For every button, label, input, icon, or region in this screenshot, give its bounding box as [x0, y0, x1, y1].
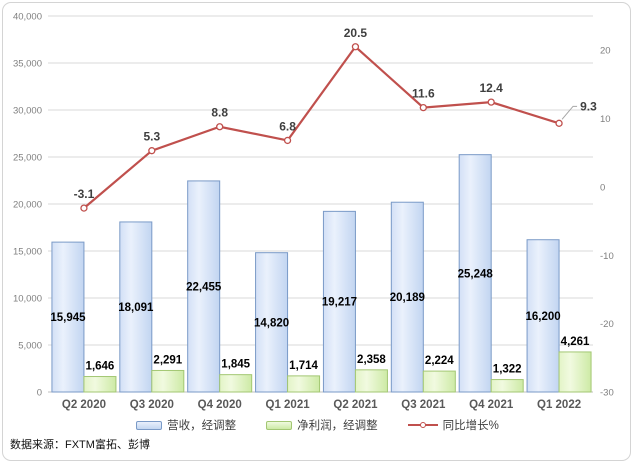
bar-profit[interactable]: [83, 376, 117, 393]
bar-profit[interactable]: [219, 374, 253, 393]
category-label: Q1 2021: [266, 399, 311, 411]
left-axis-tick-label: 5,000: [18, 341, 42, 352]
legend-item-profit[interactable]: 净利润，经调整: [266, 417, 378, 433]
legend-item-growth[interactable]: 同比增长%: [407, 417, 499, 433]
left-axis-tick-label: 35,000: [13, 59, 42, 70]
growth-point-marker[interactable]: [283, 136, 292, 145]
category-label: Q4 2020: [198, 399, 242, 411]
line-value-label: 8.8: [211, 106, 228, 120]
revenue-swatch-icon: [136, 420, 163, 430]
bar-value-label: 22,455: [186, 281, 222, 293]
bar-value-label: 2,358: [357, 354, 386, 366]
label-leader-line: [561, 105, 578, 120]
legend-label-revenue: 营收，经调整: [167, 420, 237, 432]
bar-value-label: 2,291: [153, 354, 182, 366]
bar-profit[interactable]: [354, 369, 388, 393]
bar-value-label: 18,091: [118, 302, 154, 314]
bar-profit[interactable]: [490, 379, 524, 393]
bar-revenue[interactable]: [390, 201, 424, 393]
line-value-label: 9.3: [580, 99, 597, 113]
line-value-label: -3.1: [74, 187, 95, 201]
line-value-label: 12.4: [480, 81, 504, 95]
line-value-label: 6.8: [279, 119, 296, 133]
growth-point-marker[interactable]: [351, 43, 360, 51]
bar-profit[interactable]: [422, 370, 456, 393]
growth-line-swatch-icon: [407, 420, 438, 430]
legend-label-profit: 净利润，经调整: [297, 420, 378, 432]
category-label: Q1 2022: [537, 399, 581, 411]
left-axis-tick-label: 20,000: [13, 200, 42, 211]
bar-value-label: 4,261: [561, 336, 590, 348]
category-label: Q3 2020: [130, 399, 174, 411]
left-axis-tick-label: 0: [37, 388, 42, 399]
legend-item-revenue[interactable]: 营收，经调整: [136, 417, 236, 433]
category-label: Q2 2020: [62, 399, 106, 411]
bar-revenue[interactable]: [526, 239, 560, 393]
bar-revenue[interactable]: [51, 241, 85, 393]
growth-point-marker[interactable]: [555, 119, 563, 127]
right-axis-tick-label: -10: [600, 251, 614, 262]
chart-legend: 营收，经调整 净利润，经调整 同比增长%: [0, 417, 635, 433]
chart-canvas: 0 5,000 10,000 15,000 20,000 25,000 30,000 35,0…: [13, 12, 614, 412]
bar-value-label: 1,646: [86, 361, 115, 373]
category-label: Q3 2021: [401, 399, 446, 411]
profit-swatch-icon: [266, 420, 293, 430]
category-label: Q2 2021: [333, 399, 378, 411]
growth-point-marker[interactable]: [216, 123, 224, 131]
bar-profit[interactable]: [558, 351, 592, 393]
bar-profit[interactable]: [151, 369, 185, 393]
right-axis-tick-label: 20: [600, 46, 611, 57]
bar-value-label: 15,945: [50, 312, 86, 324]
bar-value-label: 25,248: [458, 268, 494, 280]
category-label: Q4 2021: [469, 399, 514, 411]
growth-point-marker[interactable]: [487, 98, 495, 106]
bar-value-label: 19,217: [322, 297, 357, 309]
legend-label-growth: 同比增长%: [442, 420, 499, 432]
line-value-label: 5.3: [143, 130, 160, 144]
left-axis-tick-label: 10,000: [13, 294, 42, 305]
left-axis-tick-label: 30,000: [13, 106, 42, 117]
right-axis-tick-label: 10: [600, 114, 611, 125]
right-axis-tick-label: -30: [600, 388, 614, 399]
left-axis-tick-label: 15,000: [13, 247, 42, 258]
bar-value-label: 14,820: [254, 317, 289, 329]
bar-revenue[interactable]: [119, 221, 153, 393]
growth-line: [83, 45, 560, 209]
growth-point-marker[interactable]: [80, 204, 88, 212]
line-value-label: 11.6: [412, 87, 435, 101]
bar-value-label: 2,224: [425, 355, 454, 367]
growth-point-marker[interactable]: [148, 147, 156, 155]
bar-revenue[interactable]: [187, 180, 221, 393]
line-value-label: 20.5: [344, 26, 368, 40]
bar-revenue[interactable]: [322, 210, 356, 393]
right-axis-tick-label: -20: [600, 319, 614, 330]
left-axis-tick-label: 25,000: [13, 153, 42, 164]
bar-value-label: 1,322: [493, 364, 522, 376]
growth-point-marker[interactable]: [419, 103, 427, 112]
bar-value-label: 1,714: [289, 360, 318, 372]
bar-profit[interactable]: [287, 375, 321, 393]
source-note: 数据来源：FXTM富拓、彭博: [10, 439, 150, 451]
bar-value-label: 1,845: [221, 359, 250, 371]
bar-value-label: 16,200: [525, 311, 560, 323]
bar-revenue[interactable]: [458, 154, 492, 393]
bar-value-label: 20,189: [390, 292, 425, 304]
right-axis-tick-label: 0: [600, 182, 605, 193]
left-axis-tick-label: 40,000: [13, 12, 42, 23]
bar-revenue[interactable]: [255, 252, 289, 393]
